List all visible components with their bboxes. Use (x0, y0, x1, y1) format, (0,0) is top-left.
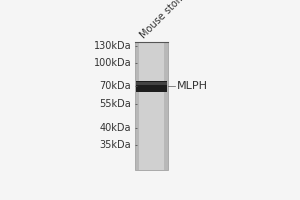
Text: 130kDa: 130kDa (94, 41, 131, 51)
Text: 40kDa: 40kDa (100, 123, 131, 133)
Bar (136, 81, 167, 92)
Bar (139, 42, 164, 170)
Text: 35kDa: 35kDa (100, 140, 131, 150)
Text: MLPH: MLPH (177, 81, 208, 91)
Bar (135, 42, 168, 170)
Text: 100kDa: 100kDa (94, 58, 131, 68)
Text: Mouse stomach: Mouse stomach (139, 0, 200, 40)
Text: 70kDa: 70kDa (100, 81, 131, 91)
Bar (136, 82, 167, 85)
Text: 55kDa: 55kDa (99, 99, 131, 109)
